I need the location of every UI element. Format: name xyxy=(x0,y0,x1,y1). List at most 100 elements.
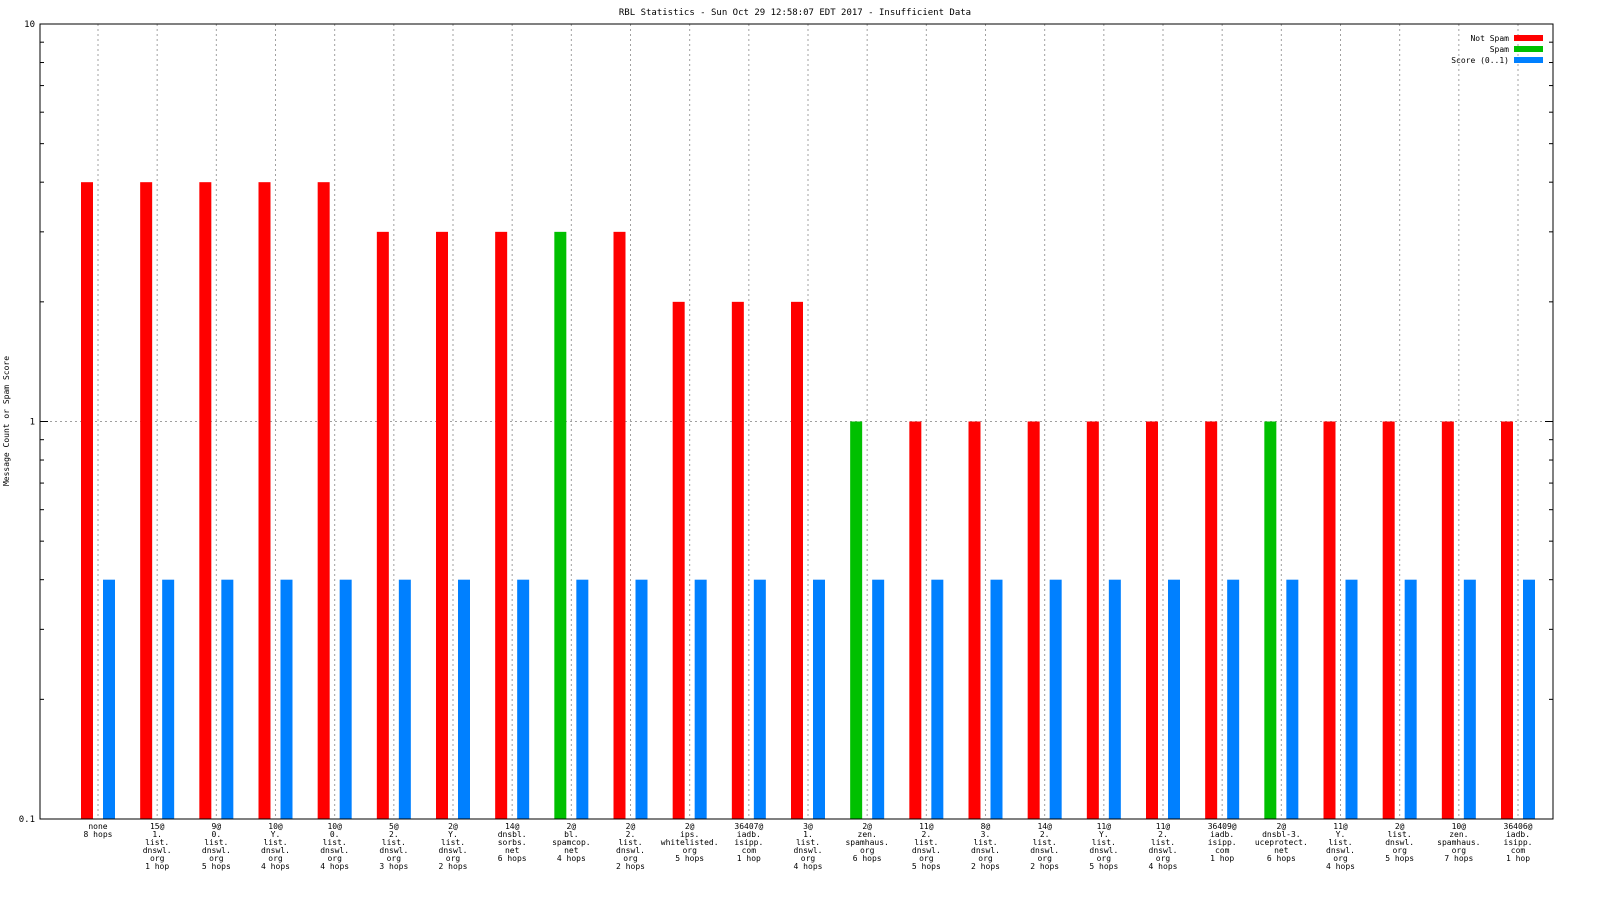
x-tick-label-line: dnswl. xyxy=(1149,846,1178,855)
bar-score-0-1 xyxy=(162,579,175,819)
x-tick-label-line: dnswl. xyxy=(616,846,645,855)
x-tick-label-line: list. xyxy=(382,838,406,847)
x-tick-label-line: 8@ xyxy=(981,822,991,831)
x-tick-label-line: 14@ xyxy=(505,822,520,831)
x-tick-label-line: isipp. xyxy=(1504,838,1533,847)
x-tick-label-line: dnswl. xyxy=(1030,846,1059,855)
x-tick-label-line: 2. xyxy=(922,830,932,839)
x-tick-label-line: com xyxy=(1511,846,1526,855)
x-tick-label-line: 1 hop xyxy=(1506,854,1530,863)
bar-score-0-1 xyxy=(221,579,234,819)
bar-score-0-1 xyxy=(931,579,944,819)
x-tick-label-line: list. xyxy=(973,838,997,847)
x-tick-label-line: com xyxy=(1215,846,1230,855)
x-tick-label-line: list. xyxy=(914,838,938,847)
legend-swatch xyxy=(1514,35,1543,41)
x-tick-label-line: dnswl. xyxy=(261,846,290,855)
x-tick-label-line: dnswl. xyxy=(1089,846,1118,855)
x-tick-label-line: org xyxy=(1333,854,1348,863)
x-tick-label-line: whitelisted. xyxy=(661,838,719,847)
x-tick-label: 9@ 0. list. dnswl. org 5 hops xyxy=(202,822,231,871)
legend-label: Spam xyxy=(1490,45,1509,54)
bar-not-spam xyxy=(731,301,744,819)
x-tick-label: 10@ Y. list. dnswl. org 4 hops xyxy=(261,822,290,871)
x-tick-label: 10@ zen. spamhaus. org 7 hops xyxy=(1437,822,1480,863)
bar-not-spam xyxy=(199,182,212,819)
x-tick-label-line: 4 hops xyxy=(1326,862,1355,871)
bar-not-spam xyxy=(791,301,803,819)
bar-score-0-1 xyxy=(458,579,470,819)
x-tick-label-line: 36407@ xyxy=(734,822,763,831)
x-tick-label: 36409@ iadb. isipp. com 1 hop xyxy=(1208,822,1237,863)
x-tick-label: 11@ Y. list. dnswl. org 4 hops xyxy=(1326,822,1355,871)
legend-label: Not Spam xyxy=(1470,34,1509,43)
x-tick-label-line: dnswl. xyxy=(1385,838,1414,847)
x-tick-label-line: list. xyxy=(1092,838,1116,847)
x-tick-label-line: 1. xyxy=(152,830,162,839)
x-tick-label-line: 11@ xyxy=(1097,822,1112,831)
bar-score-0-1 xyxy=(103,579,115,819)
x-tick-label: none 8 hops xyxy=(84,822,113,839)
x-tick-label-line: dnswl. xyxy=(1326,846,1355,855)
bar-not-spam xyxy=(258,182,271,819)
x-tick-label-line: org xyxy=(919,854,934,863)
x-tick-label-line: 10@ xyxy=(327,822,342,831)
x-tick-label-line: 15@ xyxy=(150,822,165,831)
bar-score-0-1 xyxy=(1463,579,1476,819)
x-tick-label-line: 1 hop xyxy=(737,854,761,863)
bar-not-spam xyxy=(909,421,922,819)
x-tick-label-line: dnswl. xyxy=(202,846,231,855)
x-tick-label-line: org xyxy=(682,846,697,855)
bar-spam xyxy=(850,421,863,819)
x-tick-label-line: 36406@ xyxy=(1504,822,1533,831)
axes-layer xyxy=(39,23,1554,820)
x-tick-label-line: iadb. xyxy=(1210,830,1234,839)
x-tick-label-line: 2@ xyxy=(567,822,577,831)
x-tick-label-line: list. xyxy=(1151,838,1175,847)
bar-score-0-1 xyxy=(1108,579,1121,819)
x-tick-label-line: 4 hops xyxy=(1149,862,1178,871)
x-tick-label-line: com xyxy=(742,846,757,855)
x-tick-label-line: Y. xyxy=(448,830,458,839)
x-tick-label-line: list. xyxy=(263,838,287,847)
legend: Not Spam Spam Score (0..1) xyxy=(1451,34,1543,65)
x-tick-label-line: 14@ xyxy=(1037,822,1052,831)
x-tick-label: 11@ 2. list. dnswl. org 4 hops xyxy=(1149,822,1178,871)
x-tick-label-line: dnswl. xyxy=(971,846,1000,855)
x-tick-label-line: 3. xyxy=(981,830,991,839)
x-tick-label-line: 11@ xyxy=(1333,822,1348,831)
x-tick-label-line: list. xyxy=(1388,830,1412,839)
bar-score-0-1 xyxy=(1049,579,1062,819)
x-tick-label-line: org xyxy=(801,854,816,863)
x-tick-label-line: org xyxy=(327,854,342,863)
x-tick-label-line: 2@ xyxy=(862,822,872,831)
x-tick-label-line: org xyxy=(1097,854,1112,863)
x-tick-label: 14@ dnsbl. sorbs. net 6 hops xyxy=(498,822,527,863)
x-tick-label: 2@ zen. spamhaus. org 6 hops xyxy=(845,822,888,863)
x-tick-label-line: dnswl. xyxy=(439,846,468,855)
x-tick-label-line: 2. xyxy=(626,830,636,839)
x-tick-label-line: 2. xyxy=(1158,830,1168,839)
x-tick-label-line: 6 hops xyxy=(853,854,882,863)
x-tick-label-line: 2 hops xyxy=(616,862,645,871)
x-tick-label: 10@ 0. list. dnswl. org 4 hops xyxy=(320,822,349,871)
x-tick-label-line: zen. xyxy=(1449,830,1468,839)
bar-not-spam xyxy=(1441,421,1454,819)
x-tick-label-line: list. xyxy=(441,838,465,847)
bar-not-spam xyxy=(436,231,448,819)
x-tick-label-line: spamhaus. xyxy=(845,838,888,847)
x-tick-label-line: 5@ xyxy=(389,822,399,831)
x-tick-label-line: uceprotect. xyxy=(1255,838,1308,847)
x-tick-label-line: org xyxy=(978,854,993,863)
x-tick-label-line: ips. xyxy=(680,830,699,839)
x-tick-label: 2@ dnsbl-3. uceprotect. net 6 hops xyxy=(1255,822,1308,863)
x-tick-label-line: 11@ xyxy=(1156,822,1171,831)
x-tick-label-line: org xyxy=(1037,854,1052,863)
bar-score-0-1 xyxy=(280,579,293,819)
x-tick-label-line: dnsbl-3. xyxy=(1262,830,1301,839)
bar-score-0-1 xyxy=(753,579,766,819)
bar-score-0-1 xyxy=(872,579,885,819)
x-tick-label-line: 2@ xyxy=(448,822,458,831)
